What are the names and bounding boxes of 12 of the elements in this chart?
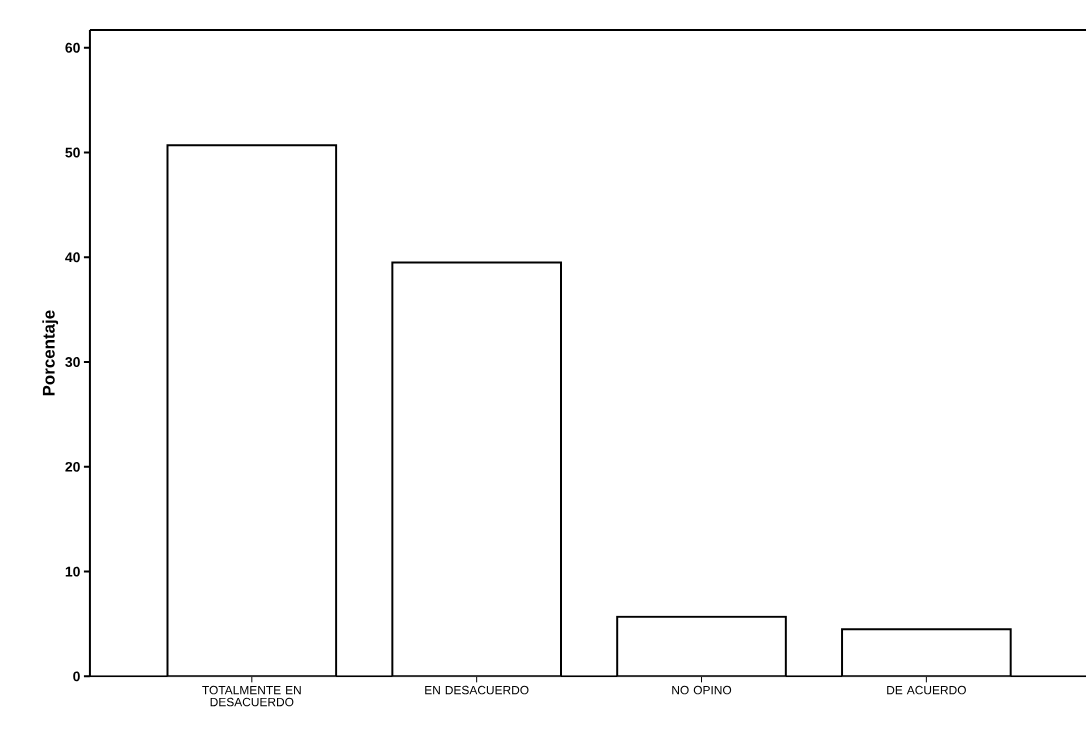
y-tick-label: 40 [65,252,80,263]
y-tick-label: 20 [65,461,80,472]
y-axis-title: Porcentaje [42,310,59,396]
y-tick-label: 50 [65,147,80,158]
x-tick-label: DE ACUERDO [887,685,966,695]
y-tick-label: 10 [65,566,80,577]
x-tick-label: NO OPINO [672,685,732,695]
y-tick-label: 60 [65,42,80,53]
x-tick-label: EN DESACUERDO [425,685,529,695]
y-tick-label: 0 [73,671,80,682]
x-tick-label: TOTALMENTE EN DESACUERDO [202,685,301,707]
y-tick-label: 30 [65,356,80,367]
